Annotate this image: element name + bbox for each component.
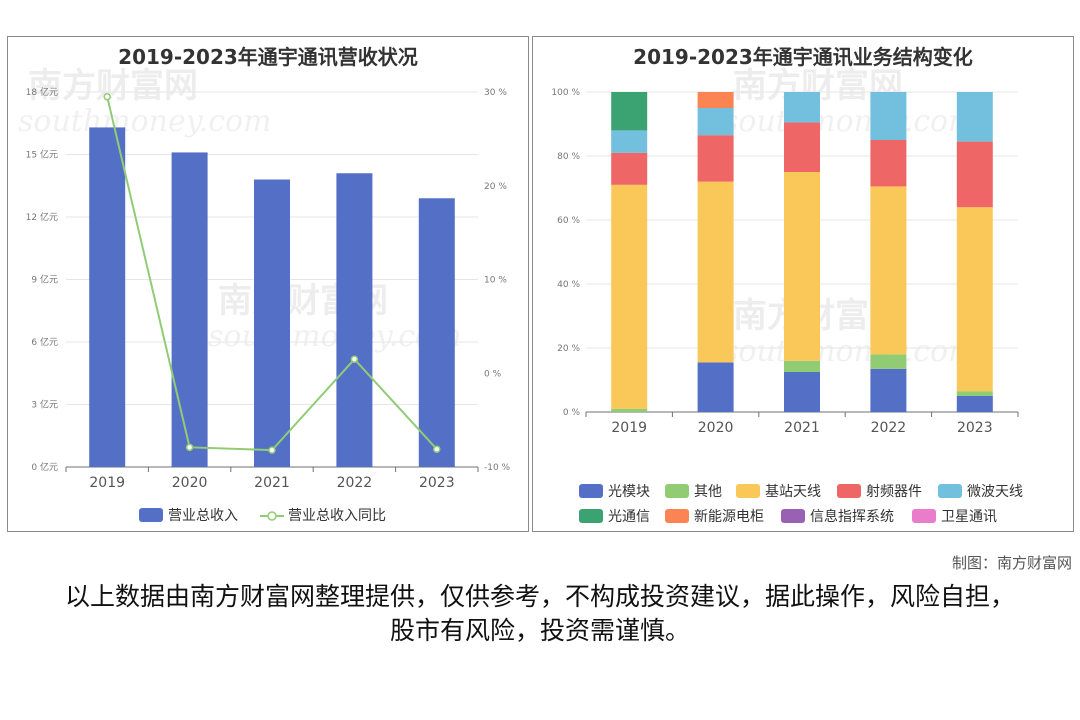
- stacked-bar-segment: [784, 92, 820, 123]
- watermark-url: southmoney.com: [723, 104, 977, 139]
- y-left-tick-label: 15 亿元: [26, 149, 58, 161]
- stacked-bar-segment: [956, 207, 993, 392]
- watermark-url: southmoney.com: [723, 334, 977, 369]
- x-tick-label: 2022: [337, 475, 373, 491]
- y-left-tick-label: 6 亿元: [31, 336, 58, 348]
- stacked-bar-segment: [956, 396, 993, 412]
- yoy-point: [185, 443, 194, 452]
- x-tick-label: 2023: [419, 475, 455, 491]
- legend-label: 卫星通讯: [941, 509, 997, 525]
- structure-chart-title: 2019-2023年通宇通讯业务结构变化: [633, 45, 973, 69]
- y-right-tick-label: 0 %: [484, 369, 502, 379]
- stacked-bar-segment: [956, 391, 993, 396]
- x-tick-label: 2023: [957, 420, 993, 436]
- yoy-point: [433, 445, 441, 453]
- stacked-bar-segment: [697, 92, 734, 108]
- y-right-tick-label: 20 %: [484, 182, 507, 192]
- revenue-chart-title: 2019-2023年通宇通讯营收状况: [118, 45, 418, 69]
- legend-label: 射频器件: [866, 484, 922, 500]
- watermark-url: southmoney.com: [18, 104, 272, 139]
- watermark-brand: 南方财富网: [28, 66, 198, 106]
- y-left-tick-label: 12 亿元: [26, 211, 58, 223]
- legend-swatch: [912, 509, 936, 523]
- y-tick-label: 100 %: [551, 88, 580, 98]
- y-left-tick-label: 0 亿元: [31, 461, 58, 473]
- revenue-bar: [171, 152, 208, 467]
- yoy-point: [103, 92, 111, 101]
- legend-label-yoy: 营业总收入同比: [288, 508, 386, 524]
- legend-label: 信息指挥系统: [810, 508, 894, 525]
- stacked-bar-segment: [784, 372, 820, 412]
- stacked-bar-segment: [697, 108, 734, 136]
- legend-swatch: [837, 484, 861, 498]
- legend-swatch-revenue: [139, 508, 163, 522]
- stacked-bar-segment: [870, 92, 907, 140]
- y-right-tick-label: -10 %: [484, 463, 511, 473]
- stacked-bar-segment: [611, 92, 648, 131]
- stacked-bar-segment: [956, 141, 993, 208]
- legend-label: 光模块: [608, 484, 650, 500]
- y-tick-label: 60 %: [557, 216, 580, 226]
- x-tick-label: 2022: [871, 420, 907, 436]
- stacked-bar-segment: [697, 181, 734, 363]
- stacked-bar-segment: [870, 140, 907, 187]
- yoy-point: [268, 446, 276, 454]
- y-tick-label: 40 %: [557, 280, 580, 290]
- x-tick-label: 2020: [172, 475, 208, 491]
- legend-swatch: [781, 509, 805, 523]
- y-tick-label: 0 %: [563, 408, 581, 418]
- stacked-bar-segment: [870, 354, 907, 369]
- y-tick-label: 20 %: [557, 344, 580, 354]
- legend-swatch: [736, 484, 760, 498]
- x-tick-label: 2020: [698, 420, 734, 436]
- disclaimer-text: 以上数据由南方财富网整理提供，仅供参考，不构成投资建议，据此操作，风险自担，股市…: [64, 582, 1015, 645]
- x-tick-label: 2019: [89, 475, 125, 491]
- y-left-tick-label: 9 亿元: [31, 274, 58, 286]
- revenue-chart: 南方财富网southmoney.com南方财富网southmoney.com0 …: [18, 66, 511, 524]
- stacked-bar-segment: [784, 172, 820, 361]
- stacked-bar-segment: [611, 130, 648, 153]
- stacked-bar-segment: [784, 360, 820, 372]
- legend-label: 其他: [694, 484, 722, 500]
- chart-credit: 制图：南方财富网: [951, 554, 1072, 572]
- legend-label: 光通信: [608, 509, 650, 525]
- revenue-chart-panel: 2019-2023年通宇通讯营收状况 南方财富网 southmoney.com 南方…: [7, 36, 529, 532]
- legend-label-revenue: 营业总收入: [168, 508, 238, 524]
- yoy-point: [350, 355, 359, 363]
- stacked-bar-segment: [784, 122, 820, 172]
- revenue-bar: [254, 179, 290, 467]
- legend-swatch: [665, 509, 689, 523]
- legend-swatch: [665, 484, 689, 498]
- y-left-tick-label: 3 亿元: [31, 399, 58, 411]
- legend-swatch: [579, 509, 603, 523]
- stacked-bar-segment: [870, 186, 907, 355]
- y-left-tick-label: 18 亿元: [26, 86, 58, 98]
- stacked-bar-segment: [697, 135, 734, 182]
- y-tick-label: 80 %: [557, 152, 580, 162]
- y-right-tick-label: 10 %: [484, 276, 507, 286]
- revenue-bar: [418, 198, 455, 467]
- legend-label: 新能源电柜: [694, 509, 764, 525]
- y-right-tick-label: 30 %: [484, 88, 507, 98]
- legend-label: 微波天线: [967, 484, 1023, 500]
- legend-swatch: [938, 484, 962, 498]
- stacked-bar-segment: [611, 184, 648, 409]
- legend-swatch: [579, 484, 603, 498]
- x-tick-label: 2019: [611, 420, 647, 436]
- stacked-bar-segment: [697, 362, 734, 412]
- legend-marker-yoy: [267, 511, 277, 521]
- stacked-bar-segment: [611, 152, 648, 185]
- structure-chart-panel: 2019-2023年通宇通讯业务结构变化 南方财富网 southmoney.com…: [532, 36, 1074, 532]
- revenue-bar: [89, 127, 126, 468]
- legend-label: 基站天线: [765, 483, 821, 500]
- stacked-bar-segment: [611, 408, 648, 412]
- x-tick-label: 2021: [784, 420, 820, 436]
- x-tick-label: 2021: [254, 475, 290, 491]
- stacked-bar-segment: [956, 92, 993, 142]
- structure-chart: 南方财富网southmoney.com南方财富网southmoney.com0 …: [551, 66, 1023, 525]
- stacked-bar-segment: [870, 368, 907, 412]
- revenue-bar: [336, 173, 373, 467]
